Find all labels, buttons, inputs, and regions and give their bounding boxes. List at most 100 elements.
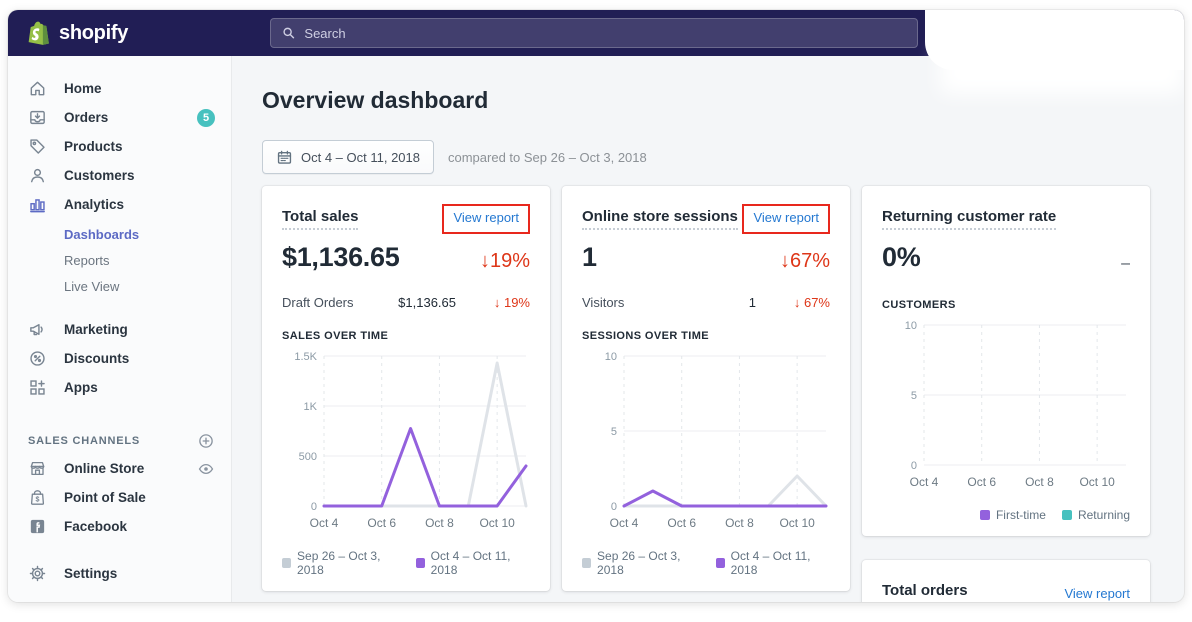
svg-text:500: 500 — [299, 451, 317, 463]
legend-swatch — [282, 558, 292, 568]
sessions-title: Online store sessions — [582, 208, 738, 230]
customers-label: CUSTOMERS — [882, 299, 956, 311]
customers-icon — [30, 168, 45, 183]
compare-range-text: compared to Sep 26 – Oct 3, 2018 — [448, 149, 647, 165]
add-channel-icon[interactable] — [197, 432, 215, 450]
visitors-row: Visitors 1 ↓ 67% — [582, 295, 830, 310]
page-title: Overview dashboard — [262, 87, 489, 113]
search-input[interactable] — [304, 25, 907, 41]
megaphone-icon — [30, 324, 43, 336]
date-range-label: Oct 4 – Oct 11, 2018 — [301, 149, 420, 165]
svg-text:Oct 10: Oct 10 — [779, 516, 815, 530]
sidebar-item-orders[interactable]: Orders 5 — [8, 103, 231, 132]
svg-text:0: 0 — [311, 501, 317, 513]
sidebar-item-customers[interactable]: Customers — [8, 161, 231, 190]
sessions-over-time-chart: 0 5 10 Oct 4 Oct 6 Oct 8 Oct 10 — [582, 350, 830, 541]
home-icon — [30, 81, 45, 96]
svg-text:Oct 6: Oct 6 — [667, 516, 696, 530]
svg-text:5: 5 — [611, 426, 617, 438]
apps-grid-icon — [30, 380, 45, 395]
total-sales-card: Total sales View report $1,136.65 ↓19% D… — [262, 186, 550, 591]
total-sales-value: $1,136.65 — [282, 242, 400, 272]
svg-text:1.5K: 1.5K — [294, 351, 317, 363]
returning-customer-rate-card: Returning customer rate 0% – CUSTOMERS 0… — [862, 186, 1150, 536]
svg-text:0: 0 — [611, 501, 617, 513]
discount-icon — [30, 351, 45, 366]
right-column: Returning customer rate 0% – CUSTOMERS 0… — [862, 186, 1150, 602]
svg-text:1K: 1K — [304, 401, 318, 413]
svg-text:Oct 10: Oct 10 — [1079, 475, 1115, 489]
svg-text:Oct 8: Oct 8 — [1025, 475, 1054, 489]
analytics-icon — [30, 199, 45, 213]
legend-swatch — [1061, 510, 1072, 520]
shopify-bag-icon — [28, 21, 49, 45]
facebook-icon — [30, 519, 45, 534]
annotation-box: View report — [742, 204, 830, 234]
sidebar-item-home[interactable]: Home — [8, 74, 231, 103]
sidebar-item-products[interactable]: Products — [8, 132, 231, 161]
legend-item: Sep 26 – Oct 3, 2018 — [282, 549, 400, 577]
total-orders-title: Total orders — [882, 582, 968, 602]
returning-rate-delta: – — [1121, 255, 1130, 272]
search-icon — [283, 27, 295, 39]
draft-orders-row: Draft Orders $1,136.65 ↓ 19% — [282, 295, 530, 310]
returning-rate-value: 0% — [882, 242, 921, 272]
date-range-button[interactable]: Oct 4 – Oct 11, 2018 — [262, 140, 434, 174]
sidebar-item-online-store[interactable]: Online Store — [8, 454, 231, 483]
sales-channels-header: SALES CHANNELS — [8, 428, 231, 454]
calendar-icon — [277, 150, 292, 164]
settings-block: Settings — [8, 559, 231, 602]
pos-bag-icon: $ — [30, 490, 45, 505]
sidebar-item-facebook[interactable]: Facebook — [8, 512, 231, 541]
svg-text:Oct 4: Oct 4 — [310, 516, 339, 530]
sidebar-item-analytics[interactable]: Analytics — [8, 190, 231, 219]
orders-icon — [30, 110, 45, 125]
customers-chart: 0 5 10 Oct 4 Oct 6 Oct 8 Oct 10 — [882, 319, 1130, 500]
gear-icon — [29, 565, 46, 582]
products-tag-icon — [30, 139, 45, 154]
main-content: Overview dashboard Oct 4 – Oct 11, 2018 … — [232, 56, 1184, 602]
sidebar-item-discounts[interactable]: Discounts — [8, 344, 231, 373]
total-orders-view-report-link[interactable]: View report — [1064, 585, 1130, 601]
orders-count-badge: 5 — [197, 108, 215, 127]
svg-text:Oct 8: Oct 8 — [725, 516, 754, 530]
sidebar-subitem-dashboards[interactable]: Dashboards — [64, 226, 140, 242]
sessions-value: 1 — [582, 242, 597, 272]
total-sales-view-report-link[interactable]: View report — [453, 210, 519, 225]
sales-chart-legend: Sep 26 – Oct 3, 2018 Oct 4 – Oct 11, 2018 — [282, 549, 530, 577]
sidebar-item-marketing[interactable]: Marketing — [8, 315, 231, 344]
returning-rate-title: Returning customer rate — [882, 208, 1057, 230]
sessions-chart-legend: Sep 26 – Oct 3, 2018 Oct 4 – Oct 11, 2018 — [582, 549, 830, 577]
top-bar: shopify — [8, 10, 1184, 94]
redaction-overlay-fade — [940, 50, 1184, 94]
legend-swatch — [582, 558, 592, 568]
annotation-box: View report — [442, 204, 530, 234]
shopify-logo[interactable]: shopify — [8, 20, 232, 47]
search-bar[interactable] — [270, 18, 918, 48]
sidebar-item-settings[interactable]: Settings — [8, 559, 231, 588]
sessions-delta: ↓67% — [779, 250, 830, 272]
metric-cards: Total sales View report $1,136.65 ↓19% D… — [262, 186, 1158, 602]
legend-item: Sep 26 – Oct 3, 2018 — [582, 549, 700, 577]
sidebar: Home Orders 5 Products Customers Analyti… — [8, 56, 232, 602]
sidebar-subitem-reports[interactable]: Reports — [64, 252, 110, 268]
legend-swatch — [715, 558, 725, 568]
sessions-over-time-label: SESSIONS OVER TIME — [582, 330, 710, 342]
svg-text:Oct 10: Oct 10 — [479, 516, 515, 530]
total-orders-card: Total orders View report — [862, 560, 1150, 602]
legend-swatch — [415, 558, 425, 568]
sidebar-subitem-live-view[interactable]: Live View — [64, 278, 120, 294]
legend-item: Returning — [1061, 508, 1130, 522]
svg-text:Oct 6: Oct 6 — [967, 475, 996, 489]
eye-icon[interactable] — [197, 460, 215, 478]
sidebar-item-apps[interactable]: Apps — [8, 373, 231, 402]
svg-text:Oct 4: Oct 4 — [610, 516, 639, 530]
sessions-card: Online store sessions View report 1 ↓67%… — [562, 186, 850, 591]
sales-over-time-label: SALES OVER TIME — [282, 330, 389, 342]
sidebar-item-point-of-sale[interactable]: $ Point of Sale — [8, 483, 231, 512]
svg-text:Oct 8: Oct 8 — [425, 516, 454, 530]
svg-text:10: 10 — [905, 320, 917, 332]
sessions-view-report-link[interactable]: View report — [753, 210, 819, 225]
total-sales-title: Total sales — [282, 208, 359, 230]
svg-text:0: 0 — [911, 460, 917, 472]
